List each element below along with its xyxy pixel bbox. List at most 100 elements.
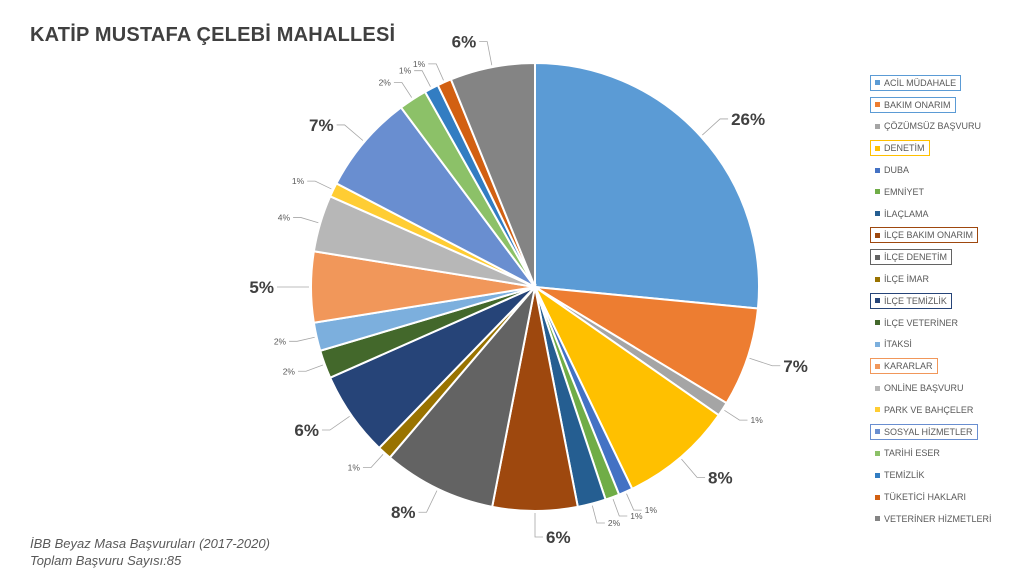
pie-slice-4 [532,283,721,491]
leader-line-1 [702,118,729,136]
legend-label: İLÇE BAKIM ONARIM [884,230,974,241]
leader-line-2 [749,357,781,367]
legend-swatch [875,123,880,129]
legend-item: TEMİZLİK [870,464,1020,486]
leader-line-12 [298,364,324,372]
leader-line-8 [534,513,543,538]
data-label-17: 7% [309,116,334,135]
legend-swatch [875,80,880,86]
legend-swatch [875,341,880,347]
data-label-14: 5% [249,278,274,297]
legend-item: İLÇE İMAR [870,268,1020,290]
legend-item: İLÇE BAKIM ONARIM [870,225,1020,247]
legend-label: PARK VE BAHÇELER [884,404,974,415]
legend-swatch [875,232,880,238]
legend-entry: SOSYAL HİZMETLER [870,423,978,440]
legend-label: DENETİM [884,143,925,154]
legend-label: İLÇE VETERİNER [884,317,959,328]
legend-label: DUBA [884,165,910,176]
leader-line-18 [393,82,413,98]
data-label-13: 2% [274,336,287,346]
legend-item: ONLİNE BAŞVURU [870,377,1020,399]
legend-item: ÇÖZÜMSÜZ BAŞVURU [870,116,1020,138]
pie-slice-9 [388,283,537,509]
legend-label: VETERİNER HİZMETLERİ [884,513,992,524]
chart-title: KATİP MUSTAFA ÇELEBİ MAHALLESİ [30,24,396,46]
legend-label: TEMİZLİK [884,470,925,481]
legend-item: VETERİNER HİZMETLERİ [870,508,1020,530]
legend-label: ONLİNE BAŞVURU [884,383,964,394]
data-label-19: 1% [399,66,412,76]
data-label-2: 7% [783,357,808,376]
legend-label: SOSYAL HİZMETLER [884,426,973,437]
legend-item: EMNİYET [870,181,1020,203]
legend-item: PARK VE BAHÇELER [870,399,1020,421]
legend-entry: İLÇE VETERİNER [870,315,963,331]
legend-item: İLÇE VETERİNER [870,312,1020,334]
data-label-8: 6% [546,528,571,547]
data-label-10: 1% [348,463,361,473]
data-label-7: 2% [608,518,621,528]
legend-entry: PARK VE BAHÇELER [870,402,978,418]
legend-item: İLAÇLAMA [870,203,1020,225]
legend-label: BAKIM ONARIM [884,99,951,110]
leader-line-4 [681,458,706,478]
legend-entry: ACİL MÜDAHALE [870,74,962,91]
leader-lines [277,41,781,538]
leader-line-20 [428,63,444,81]
legend-label: ÇÖZÜMSÜZ BAŞVURU [884,121,982,132]
legend-swatch [875,472,880,478]
leader-line-7 [591,505,605,524]
legend-item: DUBA [870,159,1020,181]
legend-entry: TEMİZLİK [870,467,930,483]
legend-label: İLÇE TEMİZLİK [884,295,947,306]
legend-label: İLÇE İMAR [884,274,930,285]
legend-swatch [875,494,880,500]
legend-entry: EMNİYET [870,184,929,200]
legend-swatch [875,276,880,282]
legend-entry: DUBA [870,162,914,178]
leader-line-21 [479,41,493,66]
legend-swatch [875,298,880,304]
pie-chart: 26%7%1%8%1%1%2%6%8%1%6%2%2%5%4%1%7%2%1%1… [249,33,808,547]
legend-swatch [875,320,880,326]
legend-label: İLAÇLAMA [884,208,929,219]
data-label-1: 26% [731,110,765,129]
legend-entry: TÜKETİCİ HAKLARI [870,489,971,505]
footer-source: İBB Beyaz Masa Başvuruları (2017-2020) [30,536,270,551]
footer-note: İBB Beyaz Masa Başvuruları (2017-2020) T… [30,535,270,569]
legend-swatch [875,102,880,108]
legend-label: ACİL MÜDAHALE [884,77,957,88]
legend-label: TARİHİ ESER [884,448,940,459]
leader-line-15 [293,217,319,224]
legend-swatch [875,450,880,456]
legend-swatch [875,254,880,260]
legend-entry: İTAKSİ [870,336,917,352]
legend-entry: ÇÖZÜMSÜZ BAŞVURU [870,118,986,134]
legend-entry: İLÇE İMAR [870,271,934,287]
legend-label: TÜKETİCİ HAKLARI [884,492,967,503]
pie-slice-2 [534,286,760,405]
legend-entry: VETERİNER HİZMETLERİ [870,511,997,527]
data-label-4: 8% [708,468,733,487]
pie-slice-1 [534,61,760,310]
legend-entry: DENETİM [870,140,930,157]
pie-slice-21 [449,61,536,288]
legend-entry: İLÇE DENETİM [870,249,953,266]
legend-swatch [875,363,880,369]
data-label-5: 1% [645,505,658,515]
legend-item: ACİL MÜDAHALE [870,72,1020,94]
legend-entry: İLÇE TEMİZLİK [870,292,952,309]
leader-line-3 [724,409,748,421]
legend-item: DENETİM [870,137,1020,159]
legend-swatch [875,516,880,522]
leader-line-17 [336,124,364,141]
legend-label: EMNİYET [884,186,925,197]
leader-line-11 [321,415,350,431]
legend-swatch [875,189,880,195]
leader-line-10 [362,454,384,469]
legend-item: TÜKETİCİ HAKLARI [870,486,1020,508]
data-label-3: 1% [750,415,763,425]
legend-swatch [875,145,880,151]
legend-swatch [875,385,880,391]
